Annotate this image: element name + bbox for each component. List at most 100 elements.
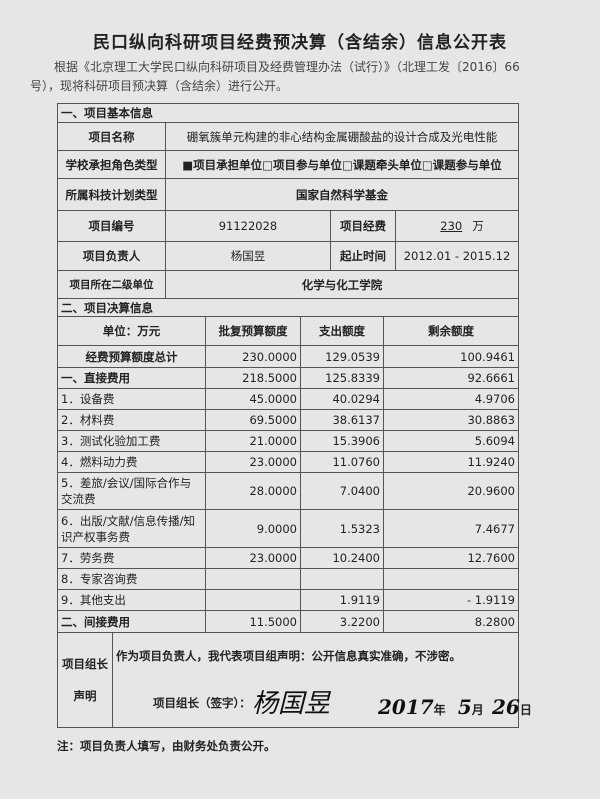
spent-amount bbox=[300, 568, 384, 590]
spent-amount: 11.0760 bbox=[300, 451, 384, 473]
remaining-amount: 30.8863 bbox=[383, 409, 519, 431]
date-day: 26 bbox=[492, 695, 520, 719]
declaration-label-1: 项目组长 bbox=[62, 657, 108, 671]
remaining-amount: 92.6661 bbox=[383, 367, 519, 389]
table-row: 二、间接费用 11.5000 3.2200 8.2800 bbox=[57, 610, 519, 633]
plan-value: 国家自然科学基金 bbox=[165, 178, 519, 211]
section-settlement: 二、项目决算信息 bbox=[57, 298, 519, 317]
remaining-amount: - 1.9119 bbox=[383, 589, 519, 611]
table-row: 一、直接费用 218.5000 125.8339 92.6661 bbox=[57, 367, 519, 389]
approved-amount: 45.0000 bbox=[205, 388, 301, 410]
remaining-amount: 11.9240 bbox=[383, 451, 519, 473]
date-year: 2017 bbox=[378, 695, 434, 719]
spent-amount: 7.0400 bbox=[300, 472, 384, 510]
date-month-unit: 月 bbox=[471, 703, 484, 717]
table-row: 1．设备费 45.0000 40.0294 4.9706 bbox=[57, 388, 519, 410]
signature-row: 项目组长（签字）： bbox=[112, 679, 519, 728]
section-basic-info: 一、项目基本信息 bbox=[57, 103, 519, 123]
remaining-amount: 7.4677 bbox=[383, 509, 519, 548]
header-unit: 单位：万元 bbox=[57, 316, 206, 346]
remaining-amount bbox=[383, 568, 519, 590]
table-row: 7．劳务费 23.0000 10.2400 12.7600 bbox=[57, 547, 519, 569]
number-label: 项目编号 bbox=[57, 210, 166, 242]
sign-label: 项目组长（签字）： bbox=[153, 696, 251, 711]
leader-label: 项目负责人 bbox=[57, 241, 166, 271]
row-label: 5．差旅/会议/国际合作与交流费 bbox=[57, 472, 206, 510]
row-label: 4．燃料动力费 bbox=[57, 451, 206, 473]
header-approved: 批复预算额度 bbox=[205, 316, 301, 346]
remaining-amount: 8.2800 bbox=[383, 610, 519, 633]
footnote: 注：项目负责人填写，由财务处负责公开。 bbox=[57, 739, 276, 753]
approved-amount: 28.0000 bbox=[205, 472, 301, 510]
handwritten-signature: 杨国昱 bbox=[252, 689, 331, 719]
spent-amount: 125.8339 bbox=[300, 367, 384, 389]
approved-amount: 218.5000 bbox=[205, 367, 301, 389]
table-row: 经费预算额度总计 230.0000 129.0539 100.9461 bbox=[57, 345, 519, 368]
basic-info-table: 一、项目基本信息 项目名称 硼氧簇单元构建的非心结构金属硼酸盐的设计合成及光电性能… bbox=[57, 103, 519, 299]
table-row: 9．其他支出 1.9119- 1.9119 bbox=[57, 589, 519, 611]
intro-text: 根据《北京理工大学民口纵向科研项目及经费管理办法（试行）》（北理工发〔2016〕… bbox=[30, 60, 520, 93]
funds-value: 230 bbox=[440, 219, 463, 233]
approved-amount: 23.0000 bbox=[205, 547, 301, 569]
page-title: 民口纵向科研项目经费预决算（含结余）信息公开表 bbox=[93, 33, 507, 53]
header-spent: 支出额度 bbox=[300, 316, 384, 346]
spent-amount: 15.3906 bbox=[300, 430, 384, 452]
remaining-amount: 12.7600 bbox=[383, 547, 519, 569]
spent-amount: 3.2200 bbox=[300, 610, 384, 633]
project-leader: 杨国昱 bbox=[165, 241, 331, 271]
approved-amount: 230.0000 bbox=[205, 345, 301, 368]
name-label: 项目名称 bbox=[57, 122, 166, 151]
approved-amount: 11.5000 bbox=[205, 610, 301, 633]
row-label: 1．设备费 bbox=[57, 388, 206, 410]
remaining-amount: 4.9706 bbox=[383, 388, 519, 410]
row-label: 3．测试化验加工费 bbox=[57, 430, 206, 452]
spent-amount: 40.0294 bbox=[300, 388, 384, 410]
unit-value: 化学与化工学院 bbox=[165, 270, 519, 299]
project-number: 91122028 bbox=[165, 210, 331, 242]
project-period: 2012.01 - 2015.12 bbox=[395, 241, 519, 271]
settlement-table: 二、项目决算信息 单位：万元 批复预算额度 支出额度 剩余额度 经费预算额度总计… bbox=[57, 298, 519, 633]
header-remaining: 剩余额度 bbox=[383, 316, 519, 346]
date-day-unit: 日 bbox=[519, 703, 532, 717]
row-label: 一、直接费用 bbox=[57, 367, 206, 389]
row-label: 9．其他支出 bbox=[57, 589, 206, 611]
date-month: 5 bbox=[457, 695, 472, 719]
row-label: 6．出版/文献/信息传播/知识产权事务费 bbox=[57, 509, 206, 548]
row-label: 经费预算额度总计 bbox=[57, 345, 206, 368]
role-value: ■项目承担单位□项目参与单位□课题牵头单位□课题参与单位 bbox=[165, 150, 519, 179]
spent-amount: 1.9119 bbox=[300, 589, 384, 611]
declaration-text: 作为项目负责人，我代表项目组声明：公开信息真实准确，不涉密。 bbox=[112, 632, 519, 680]
spent-amount: 129.0539 bbox=[300, 345, 384, 368]
table-row: 5．差旅/会议/国际合作与交流费 28.0000 7.0400 20.9600 bbox=[57, 472, 519, 510]
table-row: 2．材料费 69.5000 38.6137 30.8863 bbox=[57, 409, 519, 431]
table-row: 6．出版/文献/信息传播/知识产权事务费 9.0000 1.5323 7.4677 bbox=[57, 509, 519, 548]
date-year-unit: 年 bbox=[433, 703, 446, 717]
table-row: 8．专家咨询费 bbox=[57, 568, 519, 590]
approved-amount: 69.5000 bbox=[205, 409, 301, 431]
remaining-amount: 100.9461 bbox=[383, 345, 519, 368]
row-label: 8．专家咨询费 bbox=[57, 568, 206, 590]
declaration-label: 项目组长 声明 bbox=[57, 632, 113, 728]
spent-amount: 38.6137 bbox=[300, 409, 384, 431]
row-label: 2．材料费 bbox=[57, 409, 206, 431]
approved-amount bbox=[205, 589, 301, 611]
funds-label: 项目经费 bbox=[330, 210, 396, 242]
approved-amount bbox=[205, 568, 301, 590]
funds-unit: 万 bbox=[472, 219, 484, 233]
row-label: 7．劳务费 bbox=[57, 547, 206, 569]
row-label: 二、间接费用 bbox=[57, 610, 206, 633]
plan-label: 所属科技计划类型 bbox=[57, 178, 166, 211]
spent-amount: 10.2400 bbox=[300, 547, 384, 569]
role-label: 学校承担角色类型 bbox=[57, 150, 166, 179]
approved-amount: 9.0000 bbox=[205, 509, 301, 548]
approved-amount: 23.0000 bbox=[205, 451, 301, 473]
remaining-amount: 20.9600 bbox=[383, 472, 519, 510]
remaining-amount: 5.6094 bbox=[383, 430, 519, 452]
approved-amount: 21.0000 bbox=[205, 430, 301, 452]
table-row: 3．测试化验加工费 21.0000 15.3906 5.6094 bbox=[57, 430, 519, 452]
project-name: 硼氧簇单元构建的非心结构金属硼酸盐的设计合成及光电性能 bbox=[165, 122, 519, 151]
period-label: 起止时间 bbox=[330, 241, 396, 271]
spent-amount: 1.5323 bbox=[300, 509, 384, 548]
project-funds: 230 万 bbox=[395, 210, 519, 242]
table-row: 4．燃料动力费 23.0000 11.0760 11.9240 bbox=[57, 451, 519, 473]
